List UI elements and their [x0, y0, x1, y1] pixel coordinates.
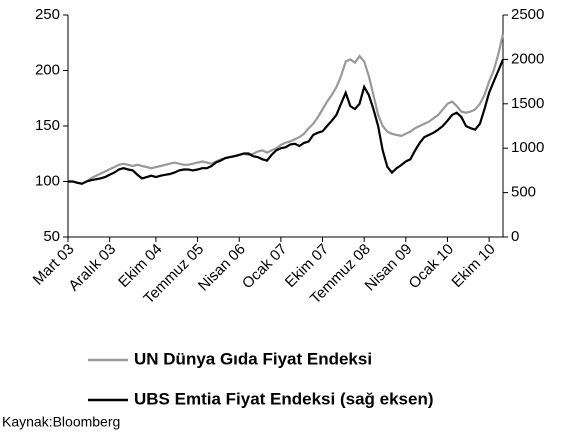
y-tick-label: 250 — [35, 6, 60, 23]
y-tick-label: 150 — [35, 117, 60, 134]
series-line — [68, 33, 505, 185]
x-tick-label: Ocak 07 — [239, 241, 291, 293]
y2-tick-label: 0 — [511, 228, 519, 245]
x-tick-label: Ocak 10 — [406, 241, 458, 293]
legend-label: UN Dünya Gıda Fiyat Endeksi — [134, 349, 372, 368]
y-tick-label: 200 — [35, 61, 60, 78]
y-tick-label: 50 — [43, 228, 60, 245]
legend-label: UBS Emtia Fiyat Endeksi (sağ eksen) — [134, 389, 434, 408]
x-tick-label: Ekim 10 — [448, 241, 498, 291]
y-tick-label: 100 — [35, 172, 60, 189]
series-line — [68, 58, 505, 185]
y2-tick-label: 1500 — [511, 95, 544, 112]
y2-tick-label: 2500 — [511, 6, 544, 23]
y2-tick-label: 1000 — [511, 139, 544, 156]
y2-tick-label: 2000 — [511, 50, 544, 67]
source: Kaynak:Bloomberg — [2, 414, 120, 430]
y2-tick-label: 500 — [511, 184, 536, 201]
